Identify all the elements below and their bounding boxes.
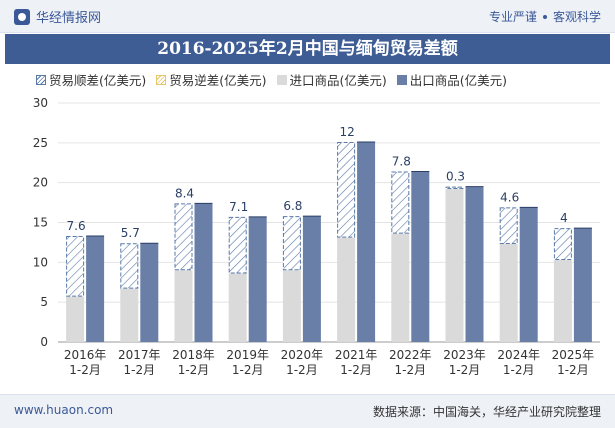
x-tick-label: 1-2月: [503, 363, 535, 377]
y-tick-label: 5: [40, 295, 48, 309]
import-bar: [174, 270, 193, 342]
x-tick-label: 1-2月: [394, 363, 426, 377]
x-tick-label: 2021年: [335, 348, 378, 362]
import-bar: [282, 270, 301, 342]
surplus-data-label: 4: [560, 211, 568, 225]
export-bar: [248, 216, 267, 342]
y-tick-label: 20: [33, 176, 48, 190]
surplus-bar: [120, 243, 139, 289]
chart-title: 2016-2025年2月中国与缅甸贸易差额: [5, 34, 610, 64]
y-tick-label: 0: [40, 335, 48, 349]
legend-swatch-surplus: [36, 74, 46, 85]
x-tick-label: 1-2月: [69, 363, 101, 377]
surplus-bar: [391, 171, 410, 234]
legend-item-surplus: 贸易顺差(亿美元): [36, 70, 146, 89]
slogan-tag-1: 专业严谨: [488, 10, 537, 24]
export-bar: [86, 236, 105, 342]
legend-item-export: 出口商品(亿美元): [396, 70, 508, 89]
surplus-bar: [337, 142, 356, 238]
import-bar: [66, 296, 85, 342]
legend-label-import: 进口商品(亿美元): [289, 73, 387, 88]
x-tick-label: 2022年: [389, 348, 432, 362]
surplus-bar: [445, 186, 464, 190]
import-bar: [120, 288, 139, 342]
x-tick-label: 1-2月: [123, 363, 155, 377]
legend-item-import: 进口商品(亿美元): [276, 70, 387, 89]
import-bar: [228, 273, 247, 342]
surplus-data-label: 5.7: [121, 226, 140, 240]
surplus-bar: [66, 236, 85, 297]
x-tick-label: 2024年: [497, 348, 540, 362]
export-bar: [357, 142, 376, 342]
x-tick-label: 1-2月: [178, 363, 210, 377]
brand-logo-icon: [14, 8, 30, 25]
x-tick-label: 2019年: [226, 348, 269, 362]
export-bar: [519, 207, 538, 342]
export-bar: [465, 186, 484, 342]
export-bar: [140, 243, 159, 342]
legend-swatch-export: [396, 74, 407, 85]
brand[interactable]: 华经情报网: [14, 7, 101, 26]
surplus-data-label: 7.6: [67, 219, 86, 233]
import-bar: [553, 259, 572, 342]
import-bar: [445, 189, 464, 342]
import-bar: [499, 244, 518, 342]
surplus-data-label: 0.3: [446, 170, 465, 184]
surplus-bar: [499, 207, 518, 245]
surplus-data-label: 8.4: [175, 186, 194, 200]
x-tick-label: 2017年: [118, 348, 161, 362]
legend-label-deficit: 贸易逆差(亿美元): [169, 73, 267, 88]
surplus-data-label: 12: [339, 125, 354, 139]
export-bar: [302, 216, 321, 342]
footer: www.huaon.com 数据来源：中国海关，华经产业研究院整理: [0, 394, 615, 428]
y-tick-label: 10: [33, 255, 48, 269]
surplus-bar: [228, 216, 247, 274]
surplus-data-label: 6.8: [283, 199, 302, 213]
surplus-bar: [174, 203, 193, 271]
import-bar: [391, 233, 410, 342]
slogan-tag-2: 客观科学: [552, 10, 601, 24]
export-bar: [411, 171, 430, 342]
x-tick-label: 2018年: [172, 348, 215, 362]
x-tick-label: 1-2月: [449, 363, 481, 377]
legend-label-surplus: 贸易顺差(亿美元): [49, 73, 147, 88]
y-tick-label: 15: [33, 216, 48, 230]
x-tick-label: 2016年: [64, 348, 107, 362]
x-tick-label: 2020年: [281, 348, 324, 362]
x-tick-label: 2025年: [552, 348, 595, 362]
bullet-dot-icon: [542, 14, 547, 19]
surplus-bar: [282, 216, 301, 271]
x-tick-label: 1-2月: [557, 363, 589, 377]
brand-name: 华经情报网: [36, 11, 102, 26]
surplus-data-label: 7.8: [392, 155, 411, 169]
x-tick-label: 1-2月: [340, 363, 372, 377]
footer-source: 数据来源：中国海关，华经产业研究院整理: [372, 405, 601, 419]
surplus-data-label: 4.6: [500, 190, 519, 204]
legend-swatch-import: [276, 74, 287, 85]
top-bar: 华经情报网 专业严谨 客观科学: [0, 0, 615, 33]
legend-item-deficit: 贸易逆差(亿美元): [156, 70, 267, 89]
legend-swatch-deficit: [156, 74, 167, 85]
y-tick-label: 25: [33, 136, 48, 150]
surplus-bar: [553, 228, 572, 260]
x-tick-label: 1-2月: [286, 363, 318, 377]
export-bar: [573, 228, 592, 342]
legend-label-export: 出口商品(亿美元): [409, 73, 508, 88]
x-tick-label: 2023年: [443, 348, 486, 362]
chart-legend: 贸易顺差(亿美元) 贸易逆差(亿美元) 进口商品(亿美元) 出口商品(亿美元): [36, 70, 507, 89]
surplus-data-label: 7.1: [229, 200, 248, 214]
footer-site-link[interactable]: www.huaon.com: [14, 403, 114, 417]
export-bar: [194, 203, 213, 342]
bar-chart: 0510152025307.62016年1-2月5.72017年1-2月8.42…: [33, 96, 600, 377]
slogan: 专业严谨 客观科学: [489, 8, 601, 25]
y-tick-label: 30: [33, 96, 48, 110]
x-tick-label: 1-2月: [232, 363, 264, 377]
import-bar: [337, 237, 356, 342]
